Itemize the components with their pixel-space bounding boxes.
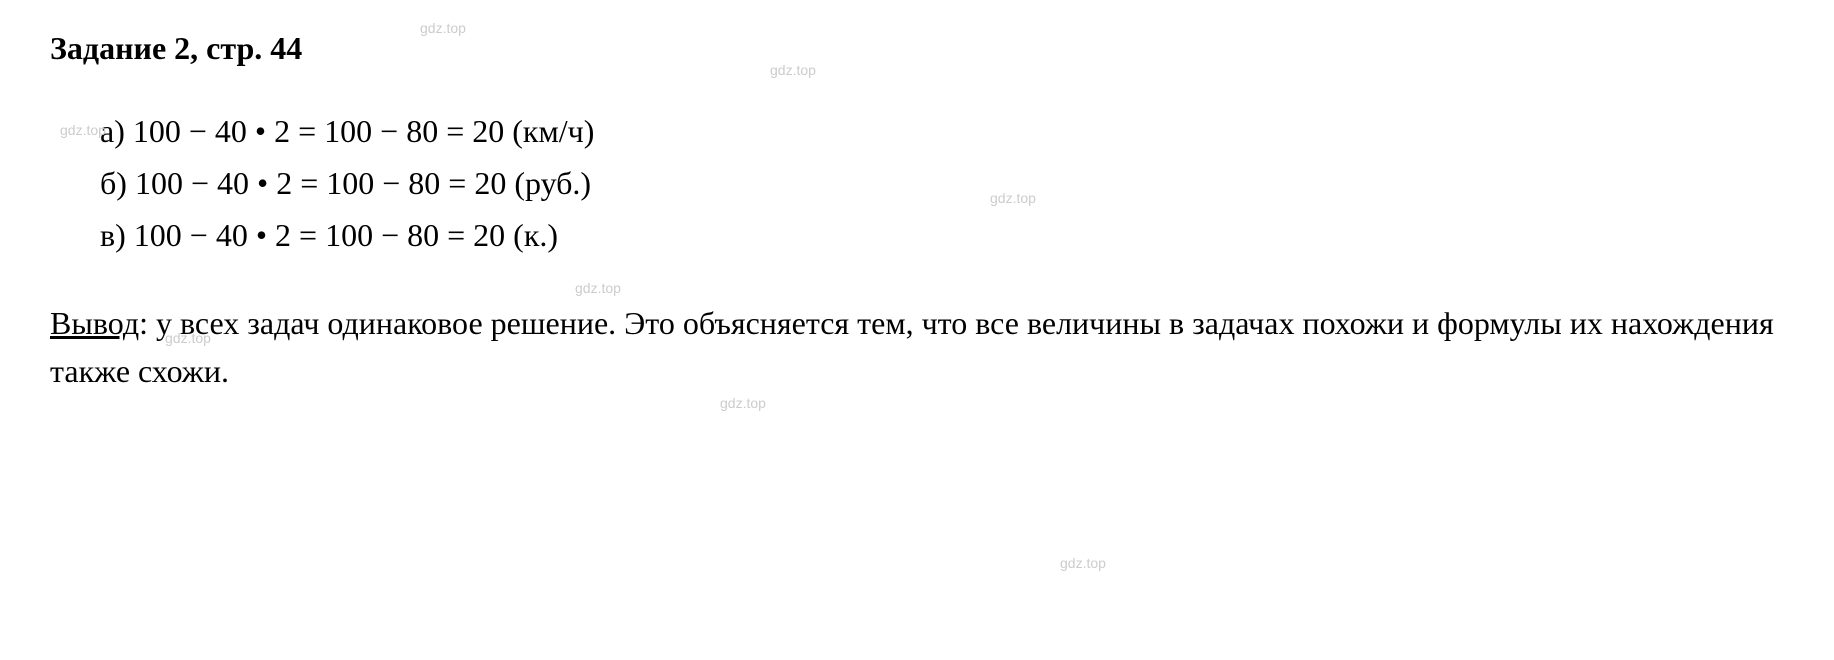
solution-a: а) 100 − 40 • 2 = 100 − 80 = 20 (км/ч) <box>100 107 1784 155</box>
solution-b: б) 100 − 40 • 2 = 100 − 80 = 20 (руб.) <box>100 159 1784 207</box>
watermark: gdz.top <box>1060 555 1106 571</box>
watermark: gdz.top <box>720 395 766 411</box>
solution-label: в) <box>100 217 126 253</box>
watermark: gdz.top <box>575 280 621 296</box>
conclusion-text: : у всех задач одинаковое решение. Это о… <box>50 305 1774 389</box>
solution-label: а) <box>100 113 125 149</box>
solution-expression: 100 − 40 • 2 = 100 − 80 = 20 (км/ч) <box>133 113 594 149</box>
conclusion-label: Вывод <box>50 305 139 341</box>
solutions-block: а) 100 − 40 • 2 = 100 − 80 = 20 (км/ч) б… <box>100 107 1784 259</box>
solution-expression: 100 − 40 • 2 = 100 − 80 = 20 (к.) <box>134 217 558 253</box>
conclusion-block: Вывод: у всех задач одинаковое решение. … <box>50 299 1784 395</box>
solution-c: в) 100 − 40 • 2 = 100 − 80 = 20 (к.) <box>100 211 1784 259</box>
solution-label: б) <box>100 165 127 201</box>
page-title: Задание 2, стр. 44 <box>50 30 1784 67</box>
solution-expression: 100 − 40 • 2 = 100 − 80 = 20 (руб.) <box>135 165 591 201</box>
